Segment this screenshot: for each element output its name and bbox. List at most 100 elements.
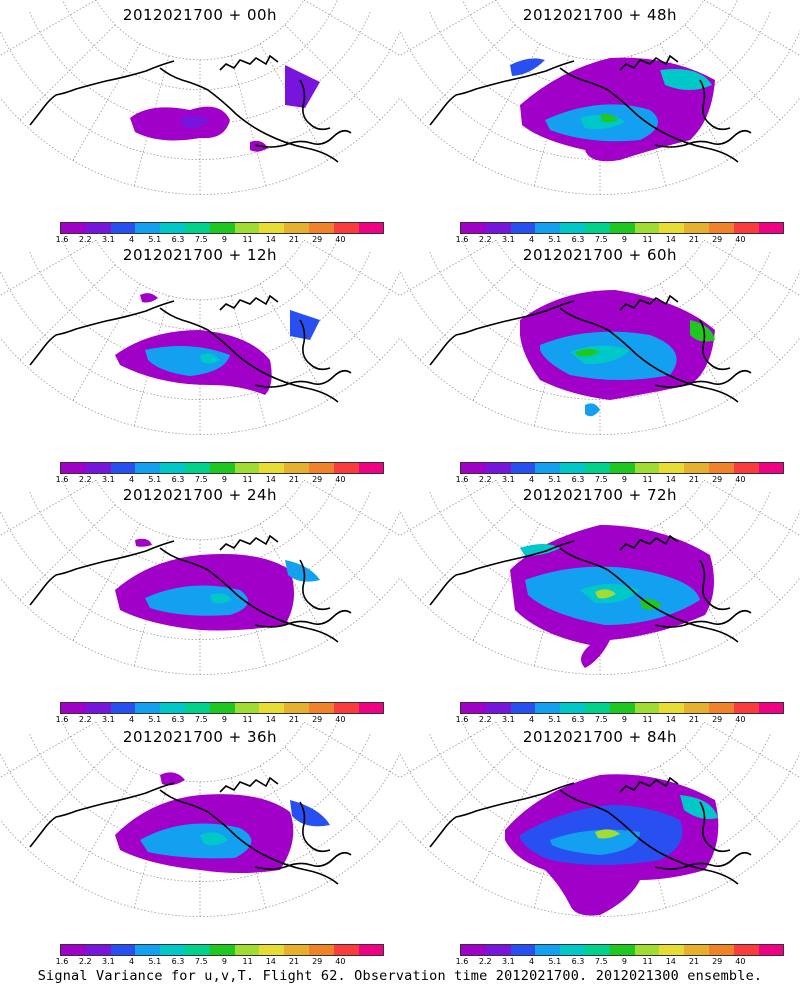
colorbar-cell xyxy=(684,463,709,473)
colorbar-label: 21 xyxy=(688,715,700,724)
colorbar xyxy=(60,944,385,956)
colorbar-label: 1.6 xyxy=(455,715,469,724)
colorbar-cell xyxy=(209,945,235,955)
polar-map xyxy=(0,722,400,917)
colorbar-cell xyxy=(485,463,511,473)
colorbar-label: 3.1 xyxy=(502,235,515,244)
polar-map xyxy=(400,240,800,435)
colorbar-label: 21 xyxy=(288,235,300,244)
polar-map xyxy=(0,240,400,435)
colorbar-cell xyxy=(160,223,185,233)
colorbar-cell xyxy=(184,463,210,473)
colorbar-cell xyxy=(485,703,511,713)
colorbar-cell xyxy=(333,223,359,233)
colorbar-cell xyxy=(584,463,610,473)
colorbar-label: 11 xyxy=(642,235,653,244)
variance-field xyxy=(115,772,330,873)
colorbar-label: 11 xyxy=(642,957,653,966)
colorbar-cell xyxy=(733,945,759,955)
colorbar xyxy=(60,222,385,234)
colorbar-cell xyxy=(560,223,585,233)
colorbar-cell xyxy=(485,945,511,955)
colorbar-label: 2.2 xyxy=(478,235,492,244)
colorbar-label: 21 xyxy=(688,235,700,244)
colorbar-cell xyxy=(659,223,685,233)
variance-field xyxy=(510,57,715,162)
colorbar-cell xyxy=(234,945,260,955)
colorbar-label: 3.1 xyxy=(102,235,115,244)
colorbar-cell xyxy=(184,223,210,233)
colorbar-label: 40 xyxy=(335,957,346,966)
colorbar-label: 2.2 xyxy=(478,715,492,724)
colorbar-cell xyxy=(160,463,185,473)
colorbar-cell xyxy=(135,223,161,233)
colorbar-cell xyxy=(234,223,260,233)
colorbar-labels: 1.6 2.2 3.1 4 5.1 6.3 7.5 9 11 14 21 29 40 xyxy=(456,715,760,725)
colorbar-cell xyxy=(535,945,561,955)
colorbar-label: 14 xyxy=(665,957,676,966)
colorbar-cell xyxy=(659,945,685,955)
colorbar-label: 9 xyxy=(621,235,627,244)
colorbar-cell xyxy=(160,703,185,713)
colorbar-cell xyxy=(209,703,235,713)
map-panel: 2012021700 + 36h 1.6 2.2 3.1 4 5.1 6.3 7.5 9 11 14… xyxy=(0,722,400,966)
colorbar-cell xyxy=(535,463,561,473)
colorbar-label: 29 xyxy=(312,715,323,724)
polar-map xyxy=(400,722,800,917)
colorbar-label: 29 xyxy=(712,715,723,724)
colorbar-label: 9 xyxy=(221,715,227,724)
colorbar-label: 5.1 xyxy=(548,957,562,966)
colorbar-label: 11 xyxy=(642,475,653,484)
colorbar xyxy=(60,462,385,474)
colorbar-label: 14 xyxy=(665,715,676,724)
colorbar-label: 29 xyxy=(312,235,323,244)
colorbar-cell xyxy=(110,945,136,955)
colorbar-label: 7.5 xyxy=(194,957,208,966)
colorbar-label: 14 xyxy=(265,715,276,724)
colorbar-cell xyxy=(110,463,136,473)
colorbar-label: 5.1 xyxy=(548,475,562,484)
colorbar-cell xyxy=(535,223,561,233)
polar-map xyxy=(400,0,800,195)
colorbar-label: 14 xyxy=(665,475,676,484)
colorbar-cell xyxy=(308,223,334,233)
colorbar xyxy=(460,702,785,714)
panel-title: 2012021700 + 24h xyxy=(122,486,278,504)
colorbar-label: 9 xyxy=(221,475,227,484)
colorbar-cell xyxy=(535,703,561,713)
colorbar-label: 14 xyxy=(265,475,276,484)
figure-caption: Signal Variance for u,v,T. Flight 62. Ob… xyxy=(37,968,763,984)
colorbar-cell xyxy=(609,463,635,473)
colorbar-cell xyxy=(333,463,359,473)
variance-field xyxy=(505,774,719,916)
colorbar-label: 21 xyxy=(288,715,300,724)
colorbar-label: 21 xyxy=(288,957,300,966)
coastline xyxy=(429,776,752,885)
panel-title: 2012021700 + 48h xyxy=(522,6,678,24)
variance-field xyxy=(520,290,715,417)
colorbar-label: 40 xyxy=(735,715,746,724)
colorbar-cell xyxy=(333,703,359,713)
colorbar-cell xyxy=(733,463,759,473)
colorbar-label: 21 xyxy=(688,957,700,966)
colorbar-cell xyxy=(284,223,309,233)
colorbar-cell xyxy=(358,703,384,713)
colorbar-cell xyxy=(659,463,685,473)
colorbar-cell xyxy=(135,463,161,473)
colorbar-label: 3.1 xyxy=(102,475,115,484)
colorbar-label: 4 xyxy=(129,475,135,484)
colorbar-cell xyxy=(461,223,486,233)
colorbar-label: 6.3 xyxy=(571,235,585,244)
colorbar-label: 40 xyxy=(735,475,746,484)
colorbar xyxy=(460,462,785,474)
coastline xyxy=(429,534,752,643)
colorbar-cell xyxy=(560,945,585,955)
map-panel: 2012021700 + 00h 1.6 2.2 3.1 4 5.1 6.3 7.5 9 11 14… xyxy=(0,0,400,244)
panel-title: 2012021700 + 72h xyxy=(522,486,678,504)
colorbar-label: 7.5 xyxy=(594,475,608,484)
colorbar-cell xyxy=(85,223,111,233)
colorbar-cell xyxy=(209,463,235,473)
coastline xyxy=(429,54,752,163)
colorbar-cell xyxy=(634,703,660,713)
colorbar xyxy=(460,222,785,234)
